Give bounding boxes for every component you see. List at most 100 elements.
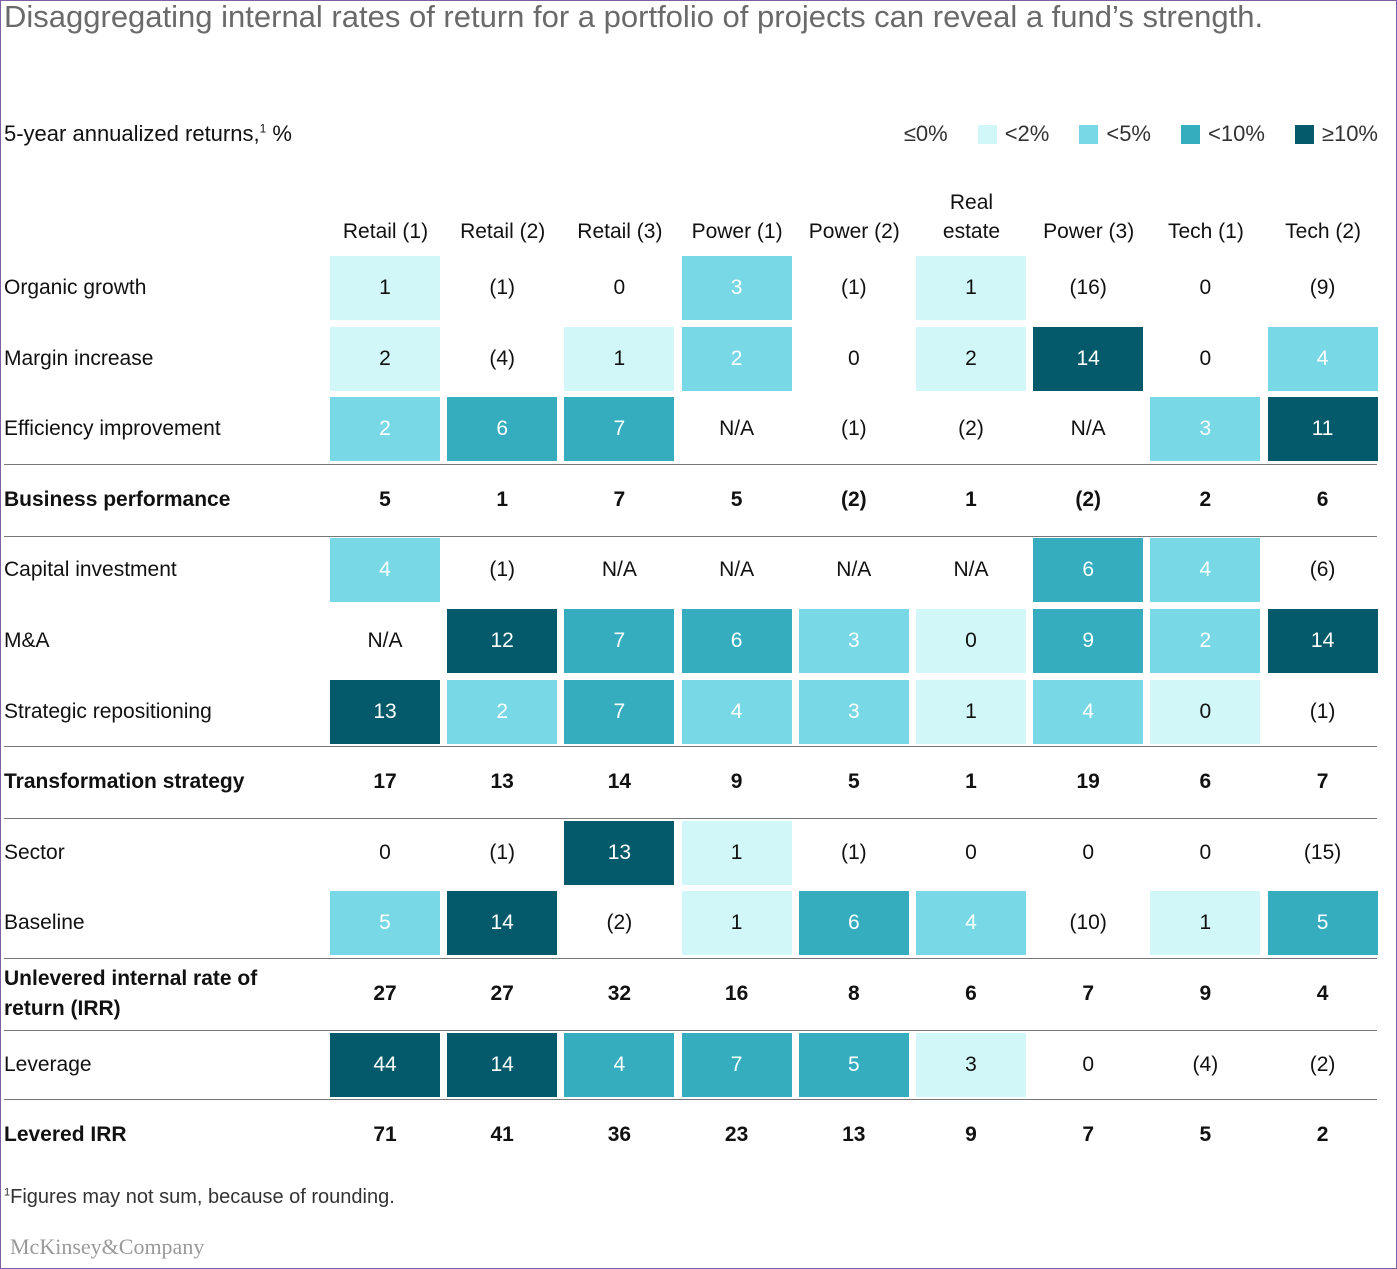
legend-item-lt10: <10% [1181, 121, 1265, 147]
heatmap-cell: N/A [1033, 397, 1144, 462]
column-header-real-estate: Real estate [913, 186, 1030, 246]
heatmap-cell: 6 [447, 397, 558, 462]
legend-label: ≥10% [1321, 121, 1378, 146]
heatmap-cell: 14 [1033, 326, 1144, 391]
footnote-text: Figures may not sum, because of rounding… [10, 1186, 395, 1208]
row-label-leverage: Leverage [4, 1052, 92, 1076]
heatmap-cell: 4 [681, 679, 792, 744]
subtitle-text: 5-year annualized returns, [4, 121, 260, 146]
heatmap-cell: (1) [447, 538, 558, 603]
heatmap-cell: 5 [330, 467, 440, 532]
heatmap-cell: (2) [564, 891, 675, 956]
heatmap-cell: 0 [798, 326, 909, 391]
row-label-capital-investment: Capital investment [4, 558, 177, 582]
heatmap-cell: 2 [447, 679, 558, 744]
heatmap-cell: (2) [1267, 1032, 1378, 1097]
column-header-line: Tech (2) [1285, 220, 1362, 243]
heatmap-cell: 6 [681, 609, 792, 673]
row-label-strategic-repositioning: Strategic repositioning [4, 699, 212, 723]
heatmap-cell: (1) [798, 820, 909, 885]
heatmap-cell: 7 [564, 467, 675, 532]
heatmap-cell: (2) [916, 397, 1026, 462]
heatmap-cell: 7 [564, 397, 675, 462]
heatmap-cell: 16 [681, 962, 792, 1026]
row-divider [4, 1099, 1377, 1101]
row-label-unlevered-internal-rate-of-return-irr: Unlevered internal rate of return (IRR) [4, 967, 258, 1020]
heatmap-cell: 14 [447, 1032, 558, 1097]
heatmap-cell: 6 [798, 891, 909, 956]
heatmap-cell: 27 [447, 962, 558, 1026]
heatmap-cell: N/A [564, 538, 675, 603]
heatmap-cell: N/A [798, 538, 909, 603]
heatmap-cell: 0 [916, 609, 1026, 673]
legend-item-le0: ≤0% [904, 121, 948, 147]
heatmap-cell: 5 [1267, 891, 1378, 956]
heatmap-cell: 5 [330, 891, 440, 956]
heatmap-cell: 1 [681, 891, 792, 956]
heatmap-cell: 0 [564, 256, 675, 320]
heatmap-cell: 1 [916, 467, 1026, 532]
heatmap-cell: 1 [681, 820, 792, 885]
heatmap-cell: (9) [1267, 256, 1378, 320]
footnote: 1Figures may not sum, because of roundin… [4, 1186, 395, 1209]
legend-swatch [977, 124, 997, 144]
heatmap-cell: 9 [681, 750, 792, 815]
row-label-sector: Sector [4, 840, 65, 864]
heatmap-cell: 1 [447, 467, 558, 532]
heatmap-cell: (6) [1267, 538, 1378, 603]
column-header-line: Power (2) [808, 220, 900, 243]
heatmap-cell: 0 [330, 820, 440, 885]
row-label-margin-increase: Margin increase [4, 346, 154, 370]
column-header-retail-3: Retail (3) [561, 186, 678, 246]
heatmap-cell: 3 [916, 1032, 1026, 1097]
heatmap-cell: 5 [798, 1032, 909, 1097]
legend-swatch [1181, 124, 1200, 144]
heatmap-cell: 4 [1267, 326, 1378, 391]
chart-subtitle: 5-year annualized returns,1 % [4, 121, 292, 147]
row-label-transformation-strategy: Transformation strategy [4, 770, 245, 794]
heatmap-cell: 1 [916, 679, 1026, 744]
heatmap-cell: 7 [1033, 1103, 1144, 1168]
legend-swatch [1294, 124, 1314, 144]
column-header-retail-1: Retail (1) [327, 186, 444, 246]
color-legend: ≤0% <2% <5% <10% ≥10% [874, 121, 1378, 147]
column-header-tech-2: Tech (2) [1265, 186, 1382, 246]
heatmap-cell: N/A [681, 538, 792, 603]
heatmap-cell: 71 [330, 1103, 440, 1168]
heatmap-cell: 3 [798, 609, 909, 673]
heatmap-cell: 9 [1150, 962, 1261, 1026]
heatmap-cell: 36 [564, 1103, 675, 1168]
column-header-line: Power (3) [1043, 220, 1135, 243]
heatmap-cell: 14 [1267, 609, 1378, 673]
heatmap-cell: 14 [564, 750, 675, 815]
heatmap-cell: 0 [1150, 256, 1261, 320]
heatmap-cell: 8 [798, 962, 909, 1026]
heatmap-cell: 0 [1150, 679, 1261, 744]
heatmap-cell: 3 [1150, 397, 1261, 462]
column-header-power-2: Power (2) [796, 186, 913, 246]
legend-label: <2% [1004, 121, 1050, 146]
column-header-line: Real [949, 191, 994, 214]
heatmap-cell: 14 [447, 891, 558, 956]
row-label-business-performance: Business performance [4, 487, 231, 511]
column-header-line: Retail (1) [342, 220, 429, 243]
heatmap-cell: 1 [916, 750, 1026, 815]
heatmap-cell: (4) [447, 326, 558, 391]
heatmap-cell: N/A [916, 538, 1026, 603]
row-label-organic-growth: Organic growth [4, 276, 147, 299]
row-divider [4, 463, 1377, 465]
heatmap-cell: 0 [1033, 1032, 1144, 1097]
heatmap-cell: 13 [447, 750, 558, 815]
heatmap-cell: 4 [1033, 679, 1144, 744]
heatmap-cell: 0 [1033, 820, 1144, 885]
heatmap-cell: 5 [798, 750, 909, 815]
heatmap-cell: 2 [1150, 467, 1261, 532]
mckinsey-logo: McKinsey&Company [10, 1234, 205, 1259]
column-header-line: Power (1) [691, 220, 783, 243]
heatmap-cell: 9 [916, 1103, 1026, 1168]
heatmap-cell: (2) [1033, 467, 1144, 532]
legend-item-ge10: ≥10% [1294, 121, 1378, 147]
heatmap-cell: 2 [916, 326, 1026, 391]
heatmap-cell: 17 [330, 750, 440, 815]
